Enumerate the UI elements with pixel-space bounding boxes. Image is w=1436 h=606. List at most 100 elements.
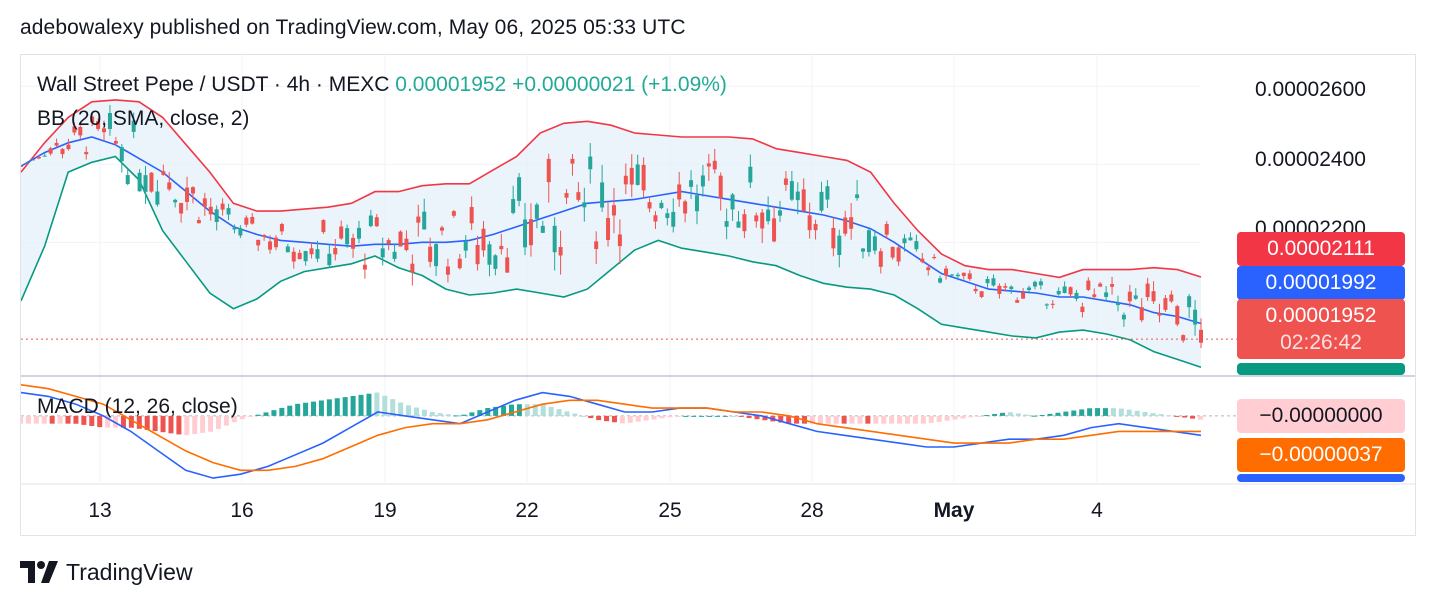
candle-body bbox=[24, 162, 29, 164]
macd-histogram-bar bbox=[1134, 410, 1140, 416]
candle-body bbox=[825, 186, 830, 200]
candle-body bbox=[866, 230, 871, 252]
candle-body bbox=[926, 267, 931, 271]
candle-body bbox=[843, 217, 848, 234]
candle-body bbox=[689, 180, 694, 187]
macd-signal-tag: −0.00000037 bbox=[1237, 438, 1405, 472]
candle-body bbox=[21, 165, 23, 167]
chart-frame[interactable]: 13 16 19 22 25 28 May 4 Wall Street Pepe / USDT… bbox=[20, 54, 1416, 536]
candle-body bbox=[1062, 286, 1067, 294]
macd-histogram-bar bbox=[596, 415, 602, 421]
candle-body bbox=[66, 144, 71, 150]
macd-histogram-bar bbox=[659, 415, 665, 419]
candle-body bbox=[861, 248, 866, 252]
candle-body bbox=[724, 221, 729, 227]
candle-body bbox=[1015, 300, 1020, 303]
macd-histogram-bar bbox=[231, 415, 237, 423]
candle-body bbox=[256, 239, 261, 246]
macd-histogram-bar bbox=[49, 415, 55, 424]
candle-body bbox=[107, 113, 112, 129]
candle-body bbox=[896, 247, 901, 262]
macd-line bbox=[21, 391, 1202, 479]
candle-body bbox=[202, 198, 207, 207]
candle-body bbox=[351, 237, 356, 249]
candle-body bbox=[594, 241, 599, 249]
candle-body bbox=[1068, 287, 1073, 295]
candle-body bbox=[386, 240, 391, 244]
macd-histogram-bar bbox=[675, 415, 681, 417]
candle-body bbox=[635, 164, 640, 185]
macd-histogram-bar bbox=[136, 415, 142, 429]
candle-body bbox=[528, 219, 533, 246]
candle-body bbox=[736, 221, 741, 228]
macd-histogram-bar bbox=[469, 412, 475, 416]
macd-histogram-bar bbox=[81, 415, 87, 425]
candle-body bbox=[291, 251, 296, 262]
macd-histogram-bar bbox=[1000, 412, 1006, 416]
candle-body bbox=[493, 255, 498, 269]
candle-body bbox=[789, 181, 794, 200]
macd-histogram-bar bbox=[635, 415, 641, 422]
macd-histogram-bar bbox=[73, 415, 79, 424]
candle-body bbox=[1032, 281, 1037, 287]
candle-body bbox=[938, 278, 943, 283]
macd-signal-line bbox=[21, 384, 1201, 472]
macd-histogram-bar bbox=[778, 415, 784, 423]
candle-body bbox=[374, 217, 379, 227]
publish-header: adebowalexy published on TradingView.com… bbox=[20, 16, 686, 39]
symbol-legend[interactable]: Wall Street Pepe / USDT · 4h · MEXC 0.00… bbox=[37, 73, 727, 97]
candle-body bbox=[837, 235, 842, 255]
bb-upper-tag: 0.00002111 bbox=[1237, 232, 1405, 266]
candle-body bbox=[819, 191, 824, 211]
candle-body bbox=[137, 172, 142, 192]
macd-histogram-bar bbox=[239, 415, 245, 420]
macd-histogram-bar bbox=[643, 415, 649, 421]
macd-histogram-bar bbox=[730, 415, 736, 417]
x-tick-label: 13 bbox=[88, 499, 111, 522]
macd-histogram-bar bbox=[1015, 413, 1021, 416]
candle-body bbox=[505, 257, 510, 273]
macd-histogram-bar bbox=[754, 415, 760, 420]
candle-body bbox=[345, 228, 350, 245]
macd-histogram-bar bbox=[184, 415, 190, 436]
candle-body bbox=[434, 244, 439, 267]
macd-histogram-bar bbox=[976, 415, 982, 417]
candle-body bbox=[665, 213, 670, 219]
x-tick-label: 19 bbox=[373, 499, 396, 522]
macd-histogram-bar bbox=[406, 405, 412, 416]
x-tick-label: 4 bbox=[1091, 499, 1103, 522]
candle-body bbox=[262, 235, 267, 237]
candle-body bbox=[908, 237, 913, 241]
candle-body bbox=[611, 205, 616, 216]
candle-body bbox=[766, 209, 771, 222]
candle-body bbox=[185, 187, 190, 202]
candle-body bbox=[416, 216, 421, 223]
macd-histogram-bar bbox=[524, 404, 530, 416]
candle-body bbox=[1121, 314, 1126, 320]
candle-body bbox=[155, 191, 160, 205]
macd-hist-tag: −0.00000000 bbox=[1237, 399, 1405, 433]
macd-histogram-bar bbox=[683, 415, 689, 417]
candle-body bbox=[801, 189, 806, 212]
macd-histogram-bar bbox=[992, 413, 998, 416]
candle-body bbox=[600, 182, 605, 208]
footer-brand[interactable]: TradingView bbox=[20, 556, 193, 588]
macd-histogram-bar bbox=[326, 399, 332, 416]
macd-histogram-bar bbox=[1142, 411, 1148, 416]
candle-body bbox=[1133, 295, 1138, 299]
y-tick-label: 0.00002400 bbox=[1255, 148, 1366, 171]
macd-histogram-bar bbox=[1031, 415, 1037, 417]
candle-body bbox=[297, 252, 302, 260]
candle-body bbox=[1169, 294, 1174, 302]
candle-body bbox=[949, 274, 954, 276]
macd-legend[interactable]: MACD (12, 26, close) bbox=[37, 395, 238, 418]
bb-fill-area bbox=[21, 99, 1201, 368]
candle-body bbox=[985, 278, 990, 284]
candle-body bbox=[807, 215, 812, 231]
bb-legend[interactable]: BB (20, SMA, close, 2) bbox=[37, 107, 250, 130]
macd-histogram-bar bbox=[279, 407, 285, 416]
candle-body bbox=[576, 192, 581, 200]
chart-svg[interactable]: 13 16 19 22 25 28 May 4 bbox=[21, 55, 1416, 536]
macd-histogram-bar bbox=[786, 415, 792, 424]
candle-body bbox=[1163, 298, 1168, 310]
